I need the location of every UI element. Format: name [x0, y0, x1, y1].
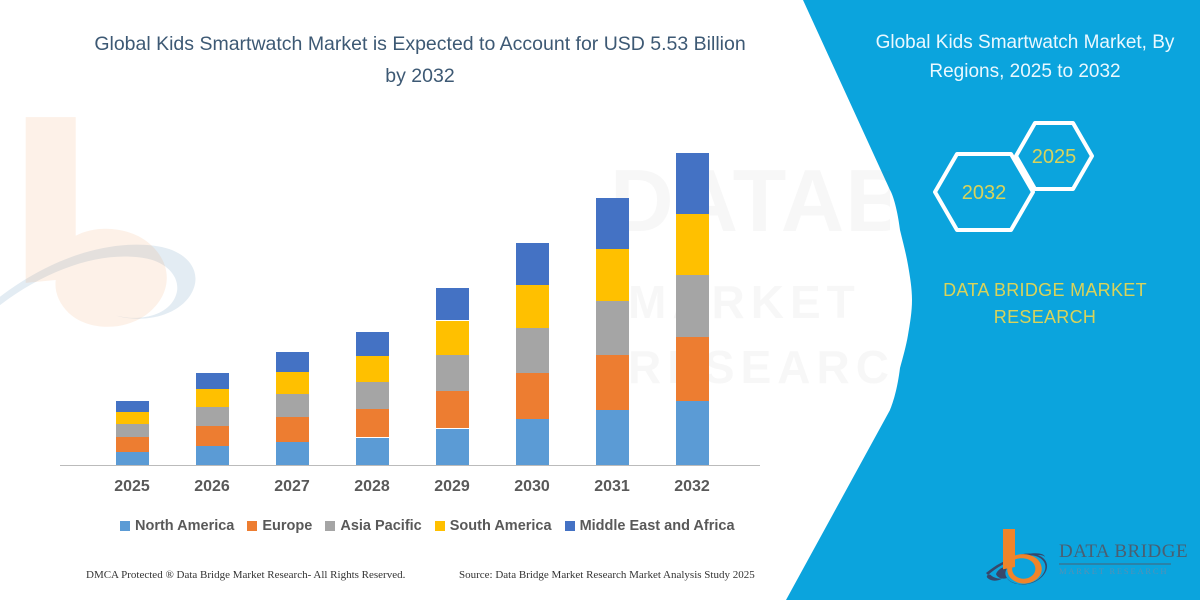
svg-text:2025: 2025 — [1032, 146, 1077, 168]
svg-text:DATA BRIDGE: DATA BRIDGE — [1059, 541, 1188, 562]
svg-text:2032: 2032 — [962, 182, 1007, 204]
svg-text:MARKET RESEARCH: MARKET RESEARCH — [1059, 566, 1168, 576]
